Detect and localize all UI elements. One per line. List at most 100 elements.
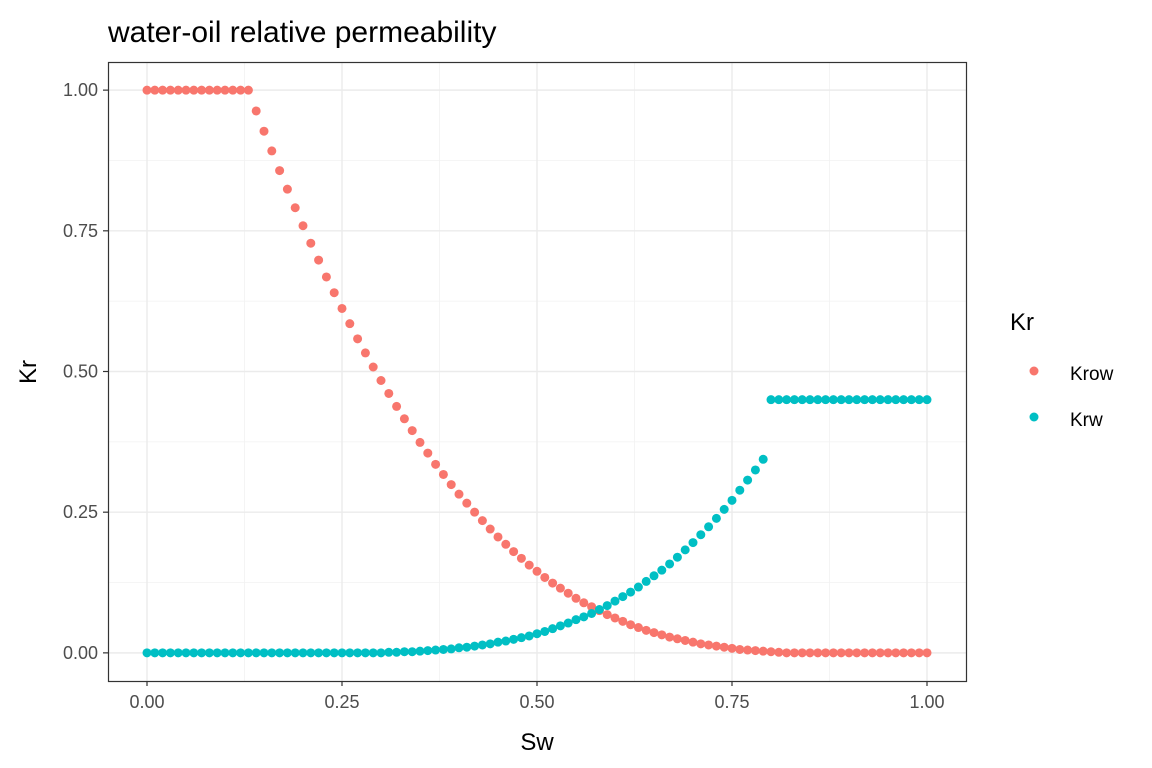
point-krow xyxy=(298,221,308,231)
point-krw xyxy=(891,395,901,405)
point-krow xyxy=(306,238,316,248)
point-krow xyxy=(743,645,753,655)
point-krw xyxy=(501,636,511,646)
point-krw xyxy=(766,395,776,405)
point-krow xyxy=(181,85,191,95)
point-krow xyxy=(337,303,347,313)
point-krw xyxy=(392,647,402,657)
legend-label-krow: Krow xyxy=(1070,364,1114,385)
point-krw xyxy=(360,648,370,658)
point-krow xyxy=(602,610,612,620)
point-krw xyxy=(758,454,768,464)
point-krow xyxy=(212,85,222,95)
point-krow xyxy=(719,642,729,652)
legend-key-krow xyxy=(1029,366,1039,376)
point-krow xyxy=(353,334,363,344)
y-axis-title: Kr xyxy=(15,360,42,384)
point-krw xyxy=(446,644,456,654)
point-krow xyxy=(532,566,542,576)
point-krw xyxy=(579,612,589,622)
point-krow xyxy=(345,319,355,329)
point-krw xyxy=(641,576,651,586)
point-krw xyxy=(548,624,558,634)
data-points xyxy=(142,85,932,658)
point-krow xyxy=(571,593,581,603)
point-krw xyxy=(836,395,846,405)
point-krw xyxy=(852,395,862,405)
point-krow xyxy=(548,578,558,588)
point-krow xyxy=(828,648,838,658)
point-krw xyxy=(329,648,339,658)
point-krow xyxy=(579,598,589,608)
x-axis-ticks: 0.00 0.25 0.50 0.75 1.00 xyxy=(129,681,945,712)
point-krw xyxy=(844,395,854,405)
point-krow xyxy=(150,85,160,95)
point-krw xyxy=(321,648,331,658)
point-krw xyxy=(189,648,199,658)
point-krow xyxy=(399,414,409,424)
x-tick-label: 0.00 xyxy=(129,692,164,712)
point-krow xyxy=(415,437,425,447)
point-krow xyxy=(836,648,846,658)
y-axis-ticks: 0.00 0.25 0.50 0.75 1.00 xyxy=(63,80,108,663)
point-krw xyxy=(150,648,160,658)
point-krow xyxy=(438,469,448,479)
point-krw xyxy=(711,513,721,523)
point-krow xyxy=(766,647,776,657)
point-krow xyxy=(540,572,550,582)
point-krw xyxy=(774,395,784,405)
legend-key-krw xyxy=(1029,412,1039,422)
point-krw xyxy=(236,648,246,658)
y-tick-label: 0.25 xyxy=(63,502,98,522)
point-krw xyxy=(376,648,386,658)
point-krw xyxy=(516,633,526,643)
point-krow xyxy=(384,388,394,398)
point-krow xyxy=(750,646,760,656)
point-krow xyxy=(360,348,370,358)
point-krw xyxy=(906,395,916,405)
point-krw xyxy=(275,648,285,658)
point-krow xyxy=(914,648,924,658)
point-krw xyxy=(399,647,409,657)
point-krow xyxy=(641,625,651,635)
point-krow xyxy=(922,648,932,658)
y-tick-label: 1.00 xyxy=(63,80,98,100)
point-krw xyxy=(477,640,487,650)
point-krow xyxy=(204,85,214,95)
point-krow xyxy=(774,647,784,657)
point-krw xyxy=(626,587,636,597)
point-krow xyxy=(735,644,745,654)
point-krw xyxy=(649,571,659,581)
point-krow xyxy=(259,126,269,136)
point-krw xyxy=(493,637,503,647)
point-krow xyxy=(680,635,690,645)
point-krw xyxy=(415,646,425,656)
point-krow xyxy=(321,272,331,282)
point-krw xyxy=(727,495,737,505)
point-krow xyxy=(696,639,706,649)
point-krow xyxy=(805,648,815,658)
point-krow xyxy=(267,146,277,156)
point-krw xyxy=(743,475,753,485)
point-krw xyxy=(555,621,565,631)
point-krw xyxy=(228,648,238,658)
point-krw xyxy=(688,538,698,548)
legend-title: Kr xyxy=(1010,309,1034,336)
point-krow xyxy=(867,648,877,658)
point-krow xyxy=(727,643,737,653)
point-krow xyxy=(329,288,339,298)
point-krow xyxy=(626,620,636,630)
point-krw xyxy=(797,395,807,405)
x-axis-title: Sw xyxy=(520,729,554,756)
point-krow xyxy=(813,648,823,658)
point-krow xyxy=(236,85,246,95)
point-krow xyxy=(555,583,565,593)
point-krow xyxy=(618,616,628,626)
point-krw xyxy=(509,634,519,644)
point-krow xyxy=(672,634,682,644)
point-krow xyxy=(516,553,526,563)
point-krw xyxy=(719,504,729,514)
point-krw xyxy=(657,565,667,575)
point-krw xyxy=(821,395,831,405)
point-krow xyxy=(423,448,433,458)
